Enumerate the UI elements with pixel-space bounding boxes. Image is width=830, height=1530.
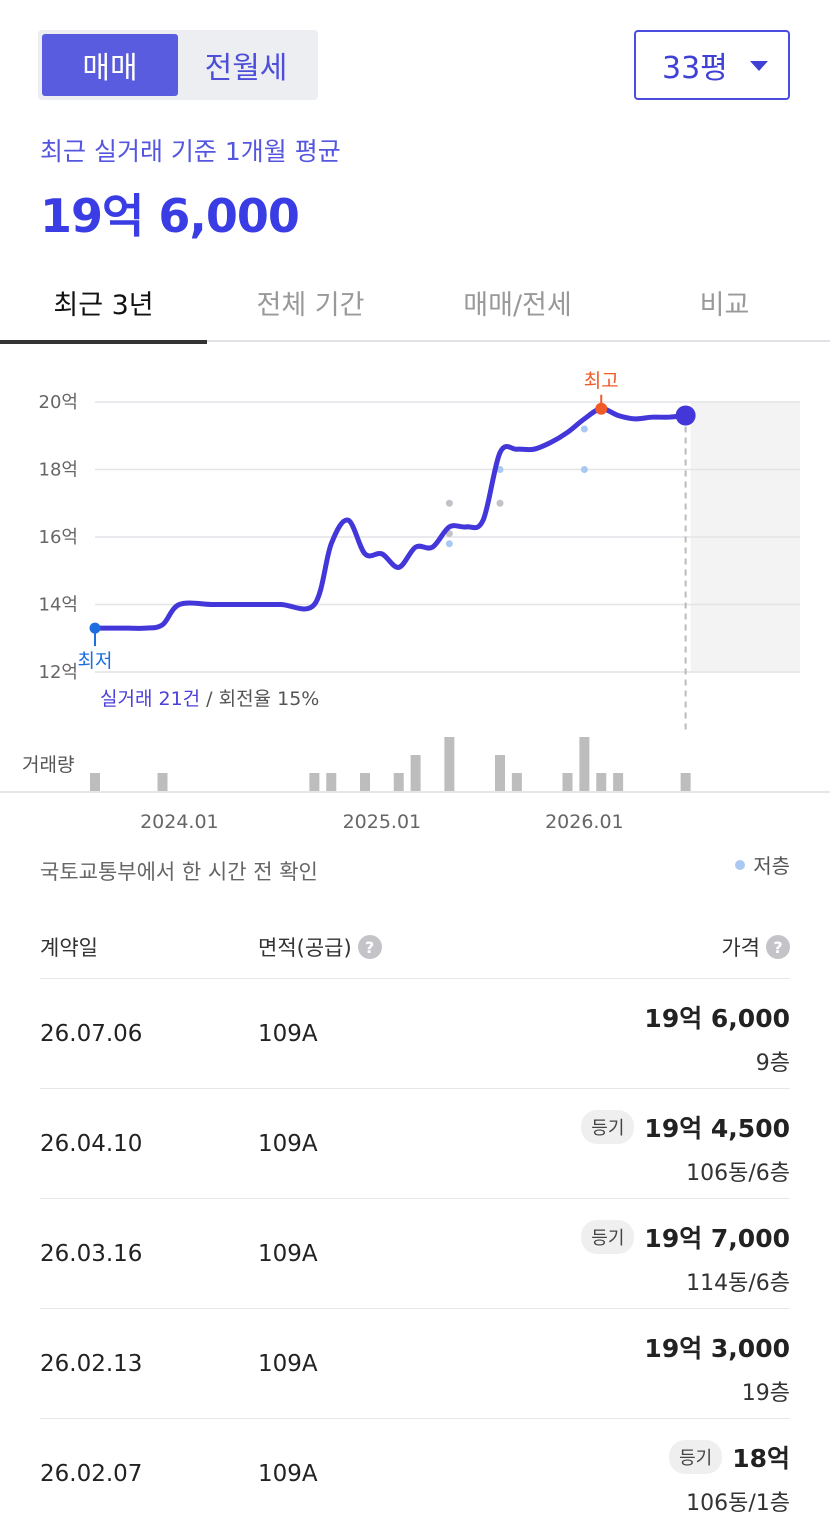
header-price: 가격 ? [721, 932, 790, 962]
rent-tab-button[interactable]: 전월세 [204, 51, 288, 86]
table-row[interactable]: 26.07.06 109A 19억 6,000 9층 [40, 978, 790, 1088]
average-price: 19억 6,000 [40, 189, 300, 243]
period-tabs: 최근 3년 전체 기간 매매/전세 비교 [0, 262, 830, 344]
row-floor: 106동/1층 [686, 1491, 790, 1516]
low-floor-point [580, 425, 588, 433]
y-tick-label: 12억 [39, 662, 78, 683]
volume-bar [157, 773, 168, 791]
row-date: 26.07.06 [40, 1021, 143, 1047]
y-tick-label: 14억 [39, 595, 78, 616]
row-price: 19억 7,000 [644, 1224, 790, 1253]
average-label: 최근 실거래 기준 1개월 평균 [40, 137, 341, 166]
row-area: 109A [258, 1131, 318, 1157]
row-date: 26.03.16 [40, 1241, 143, 1267]
deal-type-toggle: 매매 전월세 [38, 30, 318, 100]
row-price: 18억 [732, 1444, 790, 1473]
volume-bar [613, 773, 624, 791]
header-price-label: 가격 [721, 936, 760, 960]
registered-badge: 등기 [581, 1110, 635, 1144]
row-area: 109A [258, 1021, 318, 1047]
header-contract-date: 계약일 [40, 932, 98, 962]
volume-bar [393, 773, 404, 791]
volume-bar [562, 773, 573, 791]
data-source-note: 국토교통부에서 한 시간 전 확인 [40, 860, 318, 884]
legend-low-floor: 저층 [735, 850, 790, 879]
row-price-group: 19억 3,000 [644, 1329, 790, 1365]
latest-point [675, 405, 696, 426]
x-tick-label: 2026.01 [545, 811, 624, 833]
tab-all-period[interactable]: 전체 기간 [256, 289, 365, 321]
help-icon[interactable]: ? [766, 935, 790, 959]
row-price-group: 등기 19억 7,000 [581, 1219, 790, 1255]
low-marker [89, 622, 101, 634]
table-row[interactable]: 26.03.16 109A 등기 19억 7,000 114동/6층 [40, 1198, 790, 1308]
y-tick-label: 18억 [39, 460, 78, 481]
legend-low-floor-label: 저층 [753, 854, 790, 878]
low-label: 최저 [78, 650, 113, 672]
row-floor: 19층 [741, 1381, 790, 1406]
registered-badge: 등기 [669, 1440, 723, 1474]
row-area: 109A [258, 1461, 318, 1487]
volume-bar [495, 755, 505, 791]
x-tick-label: 2024.01 [140, 811, 219, 833]
header-area: 면적(공급) ? [258, 932, 382, 962]
volume-bar [90, 773, 100, 791]
y-tick-label: 20억 [39, 392, 78, 413]
volume-bar [410, 755, 421, 791]
volume-bar [360, 773, 370, 791]
row-date: 26.04.10 [40, 1131, 143, 1157]
table-row[interactable]: 26.02.13 109A 19억 3,000 19층 [40, 1308, 790, 1418]
row-area: 109A [258, 1351, 318, 1377]
price-line [92, 406, 689, 631]
tab-compare[interactable]: 비교 [699, 289, 750, 321]
row-price: 19억 4,500 [644, 1114, 790, 1143]
sale-tab-button[interactable]: 매매 [42, 34, 178, 96]
volume-bar [579, 737, 590, 791]
x-tick-label: 2025.01 [343, 811, 422, 833]
volume-bar [444, 737, 455, 791]
row-floor: 106동/6층 [686, 1161, 790, 1186]
row-price-group: 등기 18억 [669, 1439, 790, 1475]
low-floor-point [496, 466, 504, 473]
low-floor-point [580, 466, 588, 473]
size-dropdown-label: 33평 [662, 51, 728, 86]
low-floor-dot-icon [735, 859, 746, 870]
row-area: 109A [258, 1241, 318, 1267]
header-area-label: 면적(공급) [258, 936, 352, 960]
row-price: 19억 6,000 [644, 1004, 790, 1033]
registered-badge: 등기 [581, 1220, 635, 1254]
table-row[interactable]: 26.04.10 109A 등기 19억 4,500 106동/6층 [40, 1088, 790, 1198]
volume-bar [680, 773, 691, 791]
row-price: 19억 3,000 [644, 1334, 790, 1363]
table-row[interactable]: 26.02.07 109A 등기 18억 106동/1층 [40, 1418, 790, 1528]
trade-summary: 실거래 21건 / 회전율 15% [100, 688, 319, 710]
help-icon[interactable]: ? [357, 935, 382, 959]
volume-label: 거래량 [22, 754, 74, 776]
volume-bar [309, 773, 320, 791]
y-tick-label: 16억 [39, 527, 78, 548]
row-price-group: 19억 6,000 [644, 999, 790, 1035]
row-floor: 114동/6층 [686, 1271, 790, 1296]
tab-recent-3-years[interactable]: 최근 3년 [0, 262, 207, 344]
high-marker [595, 402, 608, 415]
caret-down-icon [750, 61, 768, 71]
trade-point [496, 499, 504, 507]
header-date-label: 계약일 [40, 936, 98, 960]
tab-sale-vs-jeonse[interactable]: 매매/전세 [463, 289, 572, 321]
volume-bar [511, 773, 522, 791]
trade-point [445, 499, 453, 507]
high-label: 최고 [584, 370, 619, 392]
row-date: 26.02.07 [40, 1461, 143, 1487]
row-price-group: 등기 19억 4,500 [581, 1109, 790, 1145]
row-date: 26.02.13 [40, 1351, 143, 1377]
row-floor: 9층 [755, 1051, 790, 1076]
volume-bar [596, 773, 607, 791]
volume-bar [326, 773, 337, 791]
low-floor-point [445, 540, 453, 548]
size-dropdown[interactable]: 33평 [634, 30, 790, 100]
